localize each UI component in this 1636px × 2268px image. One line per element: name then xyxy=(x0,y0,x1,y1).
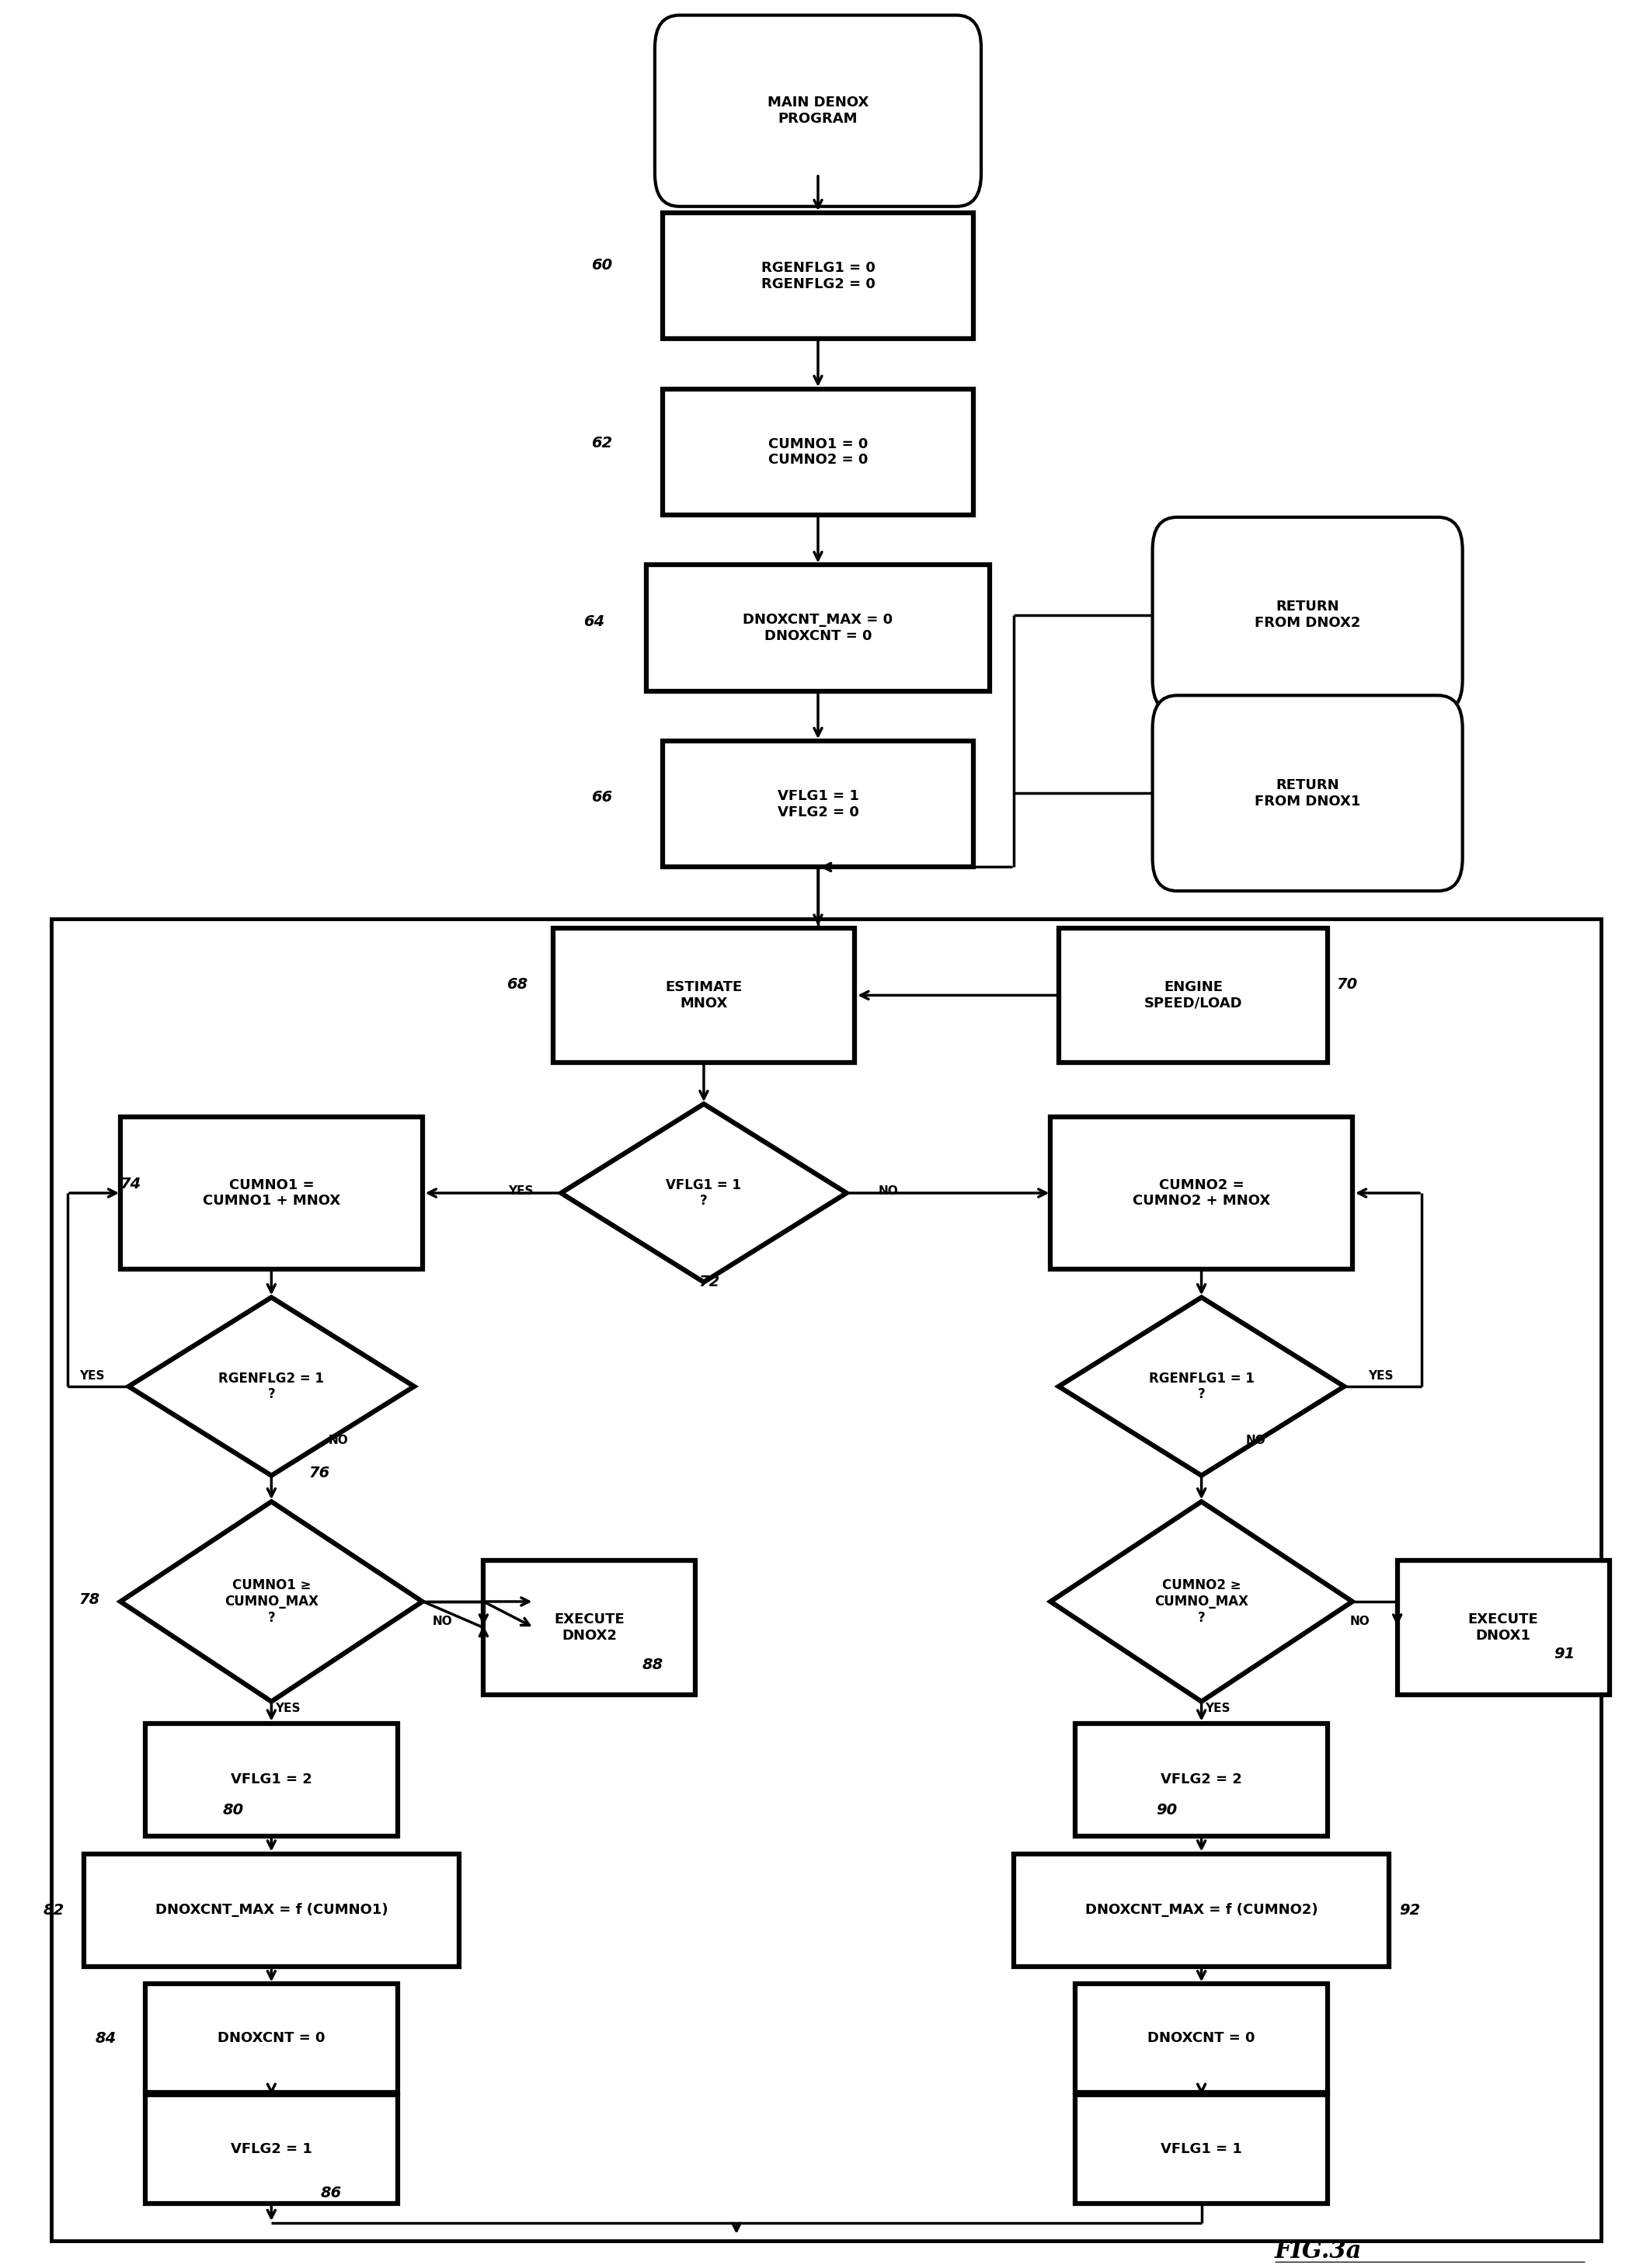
Text: NO: NO xyxy=(432,1615,453,1626)
Text: CUMNO2 ≥
CUMNO_MAX
?: CUMNO2 ≥ CUMNO_MAX ? xyxy=(1155,1579,1248,1624)
Text: RETURN
FROM DNOX2: RETURN FROM DNOX2 xyxy=(1255,601,1361,631)
Text: 74: 74 xyxy=(119,1177,141,1191)
Text: YES: YES xyxy=(275,1703,301,1715)
Bar xyxy=(1014,1853,1389,1966)
Text: 64: 64 xyxy=(582,615,604,628)
Text: 78: 78 xyxy=(79,1592,100,1606)
Text: 80: 80 xyxy=(222,1803,244,1817)
Text: FIG.3a: FIG.3a xyxy=(1274,2239,1363,2263)
Text: 70: 70 xyxy=(1337,978,1358,991)
Text: RGENFLG1 = 1
?: RGENFLG1 = 1 ? xyxy=(1148,1372,1255,1402)
Text: RGENFLG1 = 0
RGENFLG2 = 0: RGENFLG1 = 0 RGENFLG2 = 0 xyxy=(761,261,875,290)
Text: 62: 62 xyxy=(591,435,612,451)
Text: 88: 88 xyxy=(641,1658,663,1672)
Text: 84: 84 xyxy=(95,2030,116,2046)
Bar xyxy=(146,2096,398,2204)
Polygon shape xyxy=(1058,1297,1345,1476)
Text: 68: 68 xyxy=(507,978,527,991)
Text: 72: 72 xyxy=(699,1275,720,1290)
Text: VFLG1 = 1
?: VFLG1 = 1 ? xyxy=(666,1177,741,1209)
Text: 92: 92 xyxy=(1399,1903,1420,1916)
Text: DNOXCNT_MAX = f (CUMNO1): DNOXCNT_MAX = f (CUMNO1) xyxy=(155,1903,388,1916)
Text: CUMNO2 =
CUMNO2 + MNOX: CUMNO2 = CUMNO2 + MNOX xyxy=(1132,1177,1270,1209)
Bar xyxy=(51,919,1602,2241)
Text: DNOXCNT = 0: DNOXCNT = 0 xyxy=(218,2032,326,2046)
Text: VFLG1 = 2: VFLG1 = 2 xyxy=(231,1774,312,1787)
Bar xyxy=(1075,1724,1328,1837)
Bar xyxy=(1075,1984,1328,2093)
Text: RETURN
FROM DNOX1: RETURN FROM DNOX1 xyxy=(1255,778,1361,807)
Bar xyxy=(1058,928,1328,1064)
Text: 76: 76 xyxy=(309,1465,330,1481)
Text: NO: NO xyxy=(1350,1615,1369,1626)
Bar xyxy=(146,1724,398,1837)
Text: VFLG1 = 1: VFLG1 = 1 xyxy=(1160,2143,1242,2157)
Text: NO: NO xyxy=(879,1184,898,1198)
Bar xyxy=(1050,1116,1353,1270)
Text: VFLG2 = 1: VFLG2 = 1 xyxy=(231,2143,312,2157)
FancyBboxPatch shape xyxy=(1152,517,1463,712)
Text: EXECUTE
DNOX1: EXECUTE DNOX1 xyxy=(1467,1613,1538,1642)
Text: VFLG1 = 1
VFLG2 = 0: VFLG1 = 1 VFLG2 = 0 xyxy=(777,789,859,819)
Text: 82: 82 xyxy=(43,1903,64,1916)
Text: YES: YES xyxy=(1206,1703,1230,1715)
Bar xyxy=(484,1560,695,1694)
Text: 90: 90 xyxy=(1155,1803,1176,1817)
Text: CUMNO1 =
CUMNO1 + MNOX: CUMNO1 = CUMNO1 + MNOX xyxy=(203,1177,340,1209)
Text: YES: YES xyxy=(1368,1370,1394,1381)
Bar xyxy=(121,1116,422,1270)
Bar xyxy=(146,1984,398,2093)
Polygon shape xyxy=(129,1297,414,1476)
Polygon shape xyxy=(561,1105,846,1281)
Text: YES: YES xyxy=(79,1370,105,1381)
Text: 66: 66 xyxy=(591,789,612,805)
Text: 86: 86 xyxy=(321,2186,342,2200)
Text: DNOXCNT_MAX = f (CUMNO2): DNOXCNT_MAX = f (CUMNO2) xyxy=(1085,1903,1319,1916)
Text: EXECUTE
DNOX2: EXECUTE DNOX2 xyxy=(555,1613,625,1642)
Text: 60: 60 xyxy=(591,259,612,272)
Text: ENGINE
SPEED/LOAD: ENGINE SPEED/LOAD xyxy=(1144,980,1242,1009)
Bar xyxy=(1075,2096,1328,2204)
Text: ESTIMATE
MNOX: ESTIMATE MNOX xyxy=(666,980,743,1009)
Text: MAIN DENOX
PROGRAM: MAIN DENOX PROGRAM xyxy=(767,95,869,127)
Bar xyxy=(663,390,973,515)
Text: NO: NO xyxy=(329,1436,348,1447)
Bar xyxy=(646,565,990,692)
Bar xyxy=(663,213,973,338)
Polygon shape xyxy=(1050,1501,1353,1701)
Text: DNOXCNT = 0: DNOXCNT = 0 xyxy=(1147,2032,1255,2046)
Bar xyxy=(83,1853,460,1966)
Text: DNOXCNT_MAX = 0
DNOXCNT = 0: DNOXCNT_MAX = 0 DNOXCNT = 0 xyxy=(743,612,893,644)
Text: NO: NO xyxy=(1245,1436,1266,1447)
FancyBboxPatch shape xyxy=(1152,696,1463,891)
Text: VFLG2 = 2: VFLG2 = 2 xyxy=(1160,1774,1242,1787)
FancyBboxPatch shape xyxy=(654,16,982,206)
Text: YES: YES xyxy=(509,1184,533,1198)
Text: CUMNO1 = 0
CUMNO2 = 0: CUMNO1 = 0 CUMNO2 = 0 xyxy=(769,438,867,467)
Bar xyxy=(553,928,854,1064)
Polygon shape xyxy=(121,1501,422,1701)
Text: CUMNO1 ≥
CUMNO_MAX
?: CUMNO1 ≥ CUMNO_MAX ? xyxy=(224,1579,319,1624)
Bar xyxy=(663,742,973,866)
Text: 91: 91 xyxy=(1554,1647,1575,1660)
Text: RGENFLG2 = 1
?: RGENFLG2 = 1 ? xyxy=(219,1372,324,1402)
Bar xyxy=(1397,1560,1610,1694)
